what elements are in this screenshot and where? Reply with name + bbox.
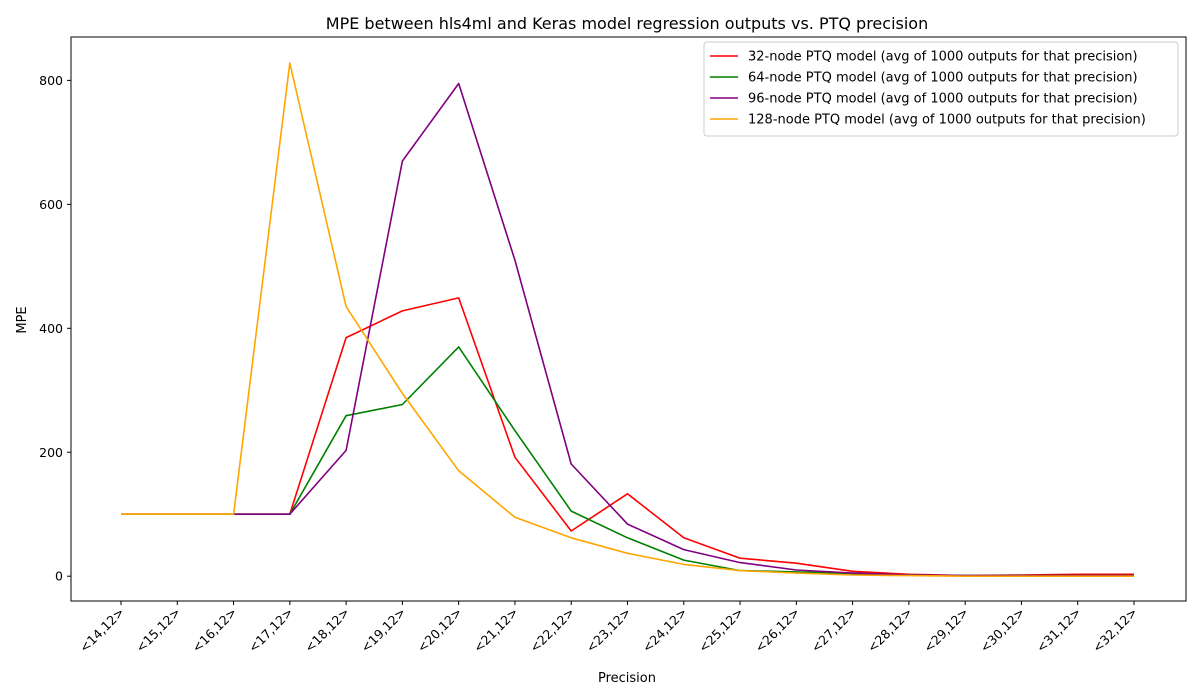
- series-line-4: [121, 62, 1134, 578]
- x-tick-label: <30,12>: [977, 605, 1028, 656]
- y-tick-label: 800: [39, 73, 63, 88]
- x-tick-label: <26,12>: [752, 605, 803, 656]
- y-tick-label: 200: [39, 445, 63, 460]
- x-tick-label: <21,12>: [470, 605, 521, 656]
- x-tick-label: <16,12>: [189, 605, 240, 656]
- series-line-2: [121, 346, 1134, 577]
- x-tick-label: <18,12>: [302, 605, 353, 656]
- x-tick-label: <22,12>: [527, 605, 578, 656]
- legend-label: 128-node PTQ model (avg of 1000 outputs …: [748, 113, 1146, 128]
- legend-label: 32-node PTQ model (avg of 1000 outputs f…: [748, 50, 1138, 65]
- series-line-1: [121, 297, 1134, 577]
- x-tick-label: <17,12>: [245, 605, 296, 656]
- chart-title: MPE between hls4ml and Keras model regre…: [326, 14, 928, 33]
- y-tick-label: 400: [39, 321, 63, 336]
- legend-label: 96-node PTQ model (avg of 1000 outputs f…: [748, 92, 1138, 107]
- x-tick-label: <20,12>: [414, 605, 465, 656]
- x-tick-label: <29,12>: [921, 605, 972, 656]
- y-axis-label: MPE: [15, 306, 30, 333]
- x-tick-label: <31,12>: [1033, 605, 1084, 656]
- x-tick-label: <19,12>: [358, 605, 409, 656]
- legend-label: 64-node PTQ model (avg of 1000 outputs f…: [748, 71, 1138, 86]
- y-tick-label: 0: [55, 569, 63, 584]
- legend-box: [703, 41, 1179, 137]
- x-tick-label: <15,12>: [133, 605, 184, 656]
- x-axis-label: Precision: [598, 671, 656, 686]
- x-tick-label: <32,12>: [1089, 605, 1140, 656]
- plot-frame: [70, 36, 1187, 602]
- x-tick-label: <28,12>: [864, 605, 915, 656]
- x-tick-label: <27,12>: [808, 605, 859, 656]
- y-tick-label: 600: [39, 197, 63, 212]
- x-tick-label: <25,12>: [695, 605, 746, 656]
- x-tick-label: <24,12>: [639, 605, 690, 656]
- series-line-3: [233, 82, 1134, 577]
- x-tick-label: <14,12>: [76, 605, 127, 656]
- legend: 32-node PTQ model (avg of 1000 outputs f…: [703, 41, 1179, 137]
- x-tick-label: <23,12>: [583, 605, 634, 656]
